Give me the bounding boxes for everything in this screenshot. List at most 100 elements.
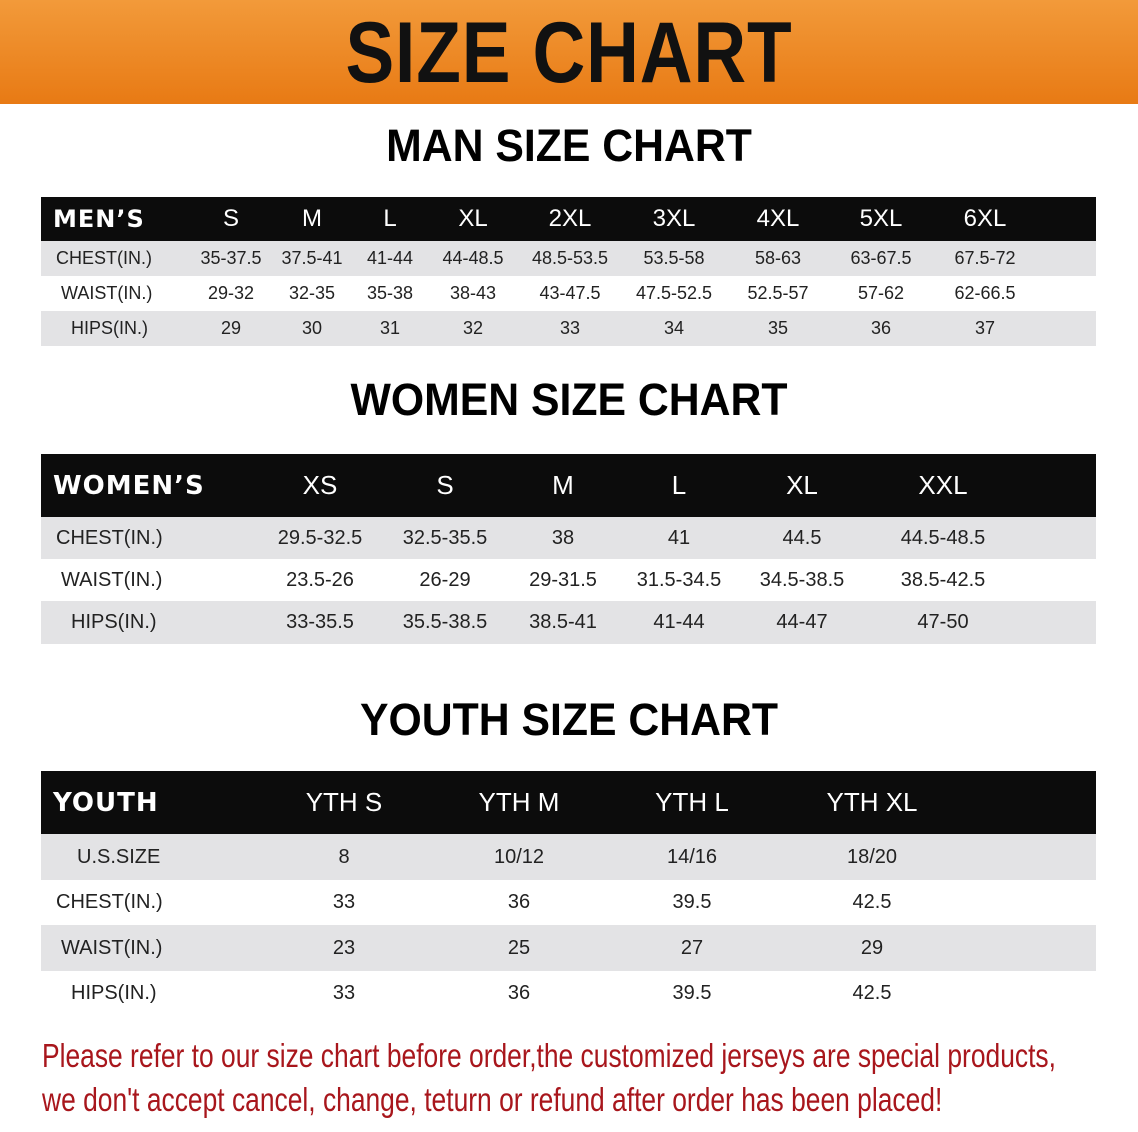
size-header-cell: M: [302, 205, 322, 232]
measurement-cell: 14/16: [666, 845, 718, 868]
measurement-cell: 44.5-48.5: [900, 526, 986, 549]
measurement-cell: 47-50: [917, 611, 969, 633]
measurement-cell: 35.5-38.5: [402, 611, 488, 633]
measurement-cell: 32: [462, 318, 484, 338]
row-label: WAIST(IN.): [61, 936, 163, 959]
measurement-cell: 35: [767, 318, 789, 338]
table-row: CHEST(IN.) 33 36 39.5 42.5: [41, 880, 1096, 925]
measurement-cell: 32-35: [288, 283, 336, 303]
measurement-cell: 18/20: [846, 845, 898, 868]
measurement-cell: 62-66.5: [954, 283, 1016, 303]
size-header-cell: XL: [458, 205, 488, 232]
men-section-title: MAN SIZE CHART: [386, 120, 752, 171]
table-row: HIPS(IN.) 29 30 31 32 33 34 35 36 37: [41, 311, 1096, 346]
measurement-cell: 23: [332, 936, 356, 959]
measurement-cell: 41: [667, 526, 691, 549]
size-header-cell: L: [383, 205, 397, 232]
banner-title: SIZE CHART: [345, 5, 793, 101]
measurement-cell: 35-38: [366, 283, 414, 303]
notice-line-1: Please refer to our size chart before or…: [42, 1037, 1056, 1074]
table-row: WAIST(IN.) 23 25 27 29: [41, 925, 1096, 971]
table-row: CHEST(IN.) 35-37.5 37.5-41 41-44 44-48.5 48.5…: [41, 241, 1096, 276]
women-section-title: WOMEN SIZE CHART: [350, 374, 788, 425]
size-header-cell: M: [552, 470, 574, 500]
measurement-cell: 29: [860, 936, 884, 959]
row-label: HIPS(IN.): [71, 318, 149, 338]
measurement-cell: 8: [338, 845, 350, 868]
table-row: HIPS(IN.) 33-35.5 35.5-38.5 38.5-41 41-44 44-…: [41, 601, 1096, 644]
measurement-cell: 44-48.5: [442, 248, 504, 268]
row-label: HIPS(IN.): [71, 982, 157, 1004]
size-header-cell: 3XL: [652, 205, 696, 232]
measurement-cell: 33-35.5: [286, 611, 354, 633]
measurement-cell: 37.5-41: [281, 248, 343, 268]
table-row: WAIST(IN.) 29-32 32-35 35-38 38-43 43-47.5 47.…: [41, 276, 1096, 311]
measurement-cell: 44.5: [782, 526, 822, 549]
size-header-cell: 4XL: [756, 205, 800, 232]
measurement-cell: 42.5: [852, 891, 892, 913]
table-title-cell: WOMEN’S: [53, 470, 205, 501]
measurement-cell: 30: [301, 318, 323, 338]
measurement-cell: 27: [680, 936, 704, 959]
measurement-cell: 41-44: [653, 611, 705, 633]
measurement-cell: 47.5-52.5: [635, 283, 713, 303]
measurement-cell: 36: [507, 891, 531, 913]
table-row: CHEST(IN.) 29.5-32.5 32.5-35.5 38 41 44.5 44.5…: [41, 517, 1096, 559]
row-label: HIPS(IN.): [71, 611, 157, 633]
row-label: CHEST(IN.): [56, 248, 152, 268]
measurement-cell: 38: [551, 526, 575, 549]
measurement-cell: 38.5-41: [529, 611, 597, 633]
measurement-cell: 23.5-26: [286, 568, 354, 591]
size-header-cell: YTH M: [478, 787, 560, 817]
measurement-cell: 33: [332, 982, 356, 1004]
banner: SIZE CHART: [0, 0, 1138, 104]
measurement-cell: 57-62: [857, 283, 905, 303]
measurement-cell: 29.5-32.5: [277, 526, 363, 549]
row-label: WAIST(IN.): [61, 283, 153, 303]
measurement-cell: 39.5: [672, 891, 712, 913]
measurement-cell: 52.5-57: [747, 283, 809, 303]
youth-header-row: YOUTH YTH S YTH M YTH L YTH XL: [41, 771, 1096, 834]
measurement-cell: 29-32: [207, 283, 255, 303]
table-row: HIPS(IN.) 33 36 39.5 42.5: [41, 971, 1096, 1016]
women-size-table: WOMEN’S XS S M L XL XXL CHEST(IN.) 29.5-32.5 32.5…: [41, 454, 1096, 644]
size-header-cell: XS: [302, 470, 338, 500]
measurement-cell: 37: [974, 318, 996, 338]
table-title-cell: MEN’S: [53, 205, 145, 233]
table-title-cell: YOUTH: [53, 787, 159, 818]
measurement-cell: 36: [870, 318, 892, 338]
measurement-cell: 32.5-35.5: [402, 526, 488, 549]
size-header-cell: S: [436, 470, 454, 500]
measurement-cell: 42.5: [852, 982, 892, 1004]
measurement-cell: 38.5-42.5: [900, 568, 986, 591]
measurement-cell: 33: [332, 891, 356, 913]
measurement-cell: 34.5-38.5: [759, 568, 845, 591]
measurement-cell: 41-44: [366, 248, 414, 268]
measurement-cell: 43-47.5: [539, 283, 601, 303]
size-header-cell: YTH S: [305, 787, 383, 817]
measurement-cell: 48.5-53.5: [531, 248, 609, 268]
measurement-cell: 29: [220, 318, 242, 338]
size-header-cell: XXL: [918, 470, 968, 500]
row-label: WAIST(IN.): [61, 568, 163, 591]
measurement-cell: 29-31.5: [529, 568, 597, 591]
measurement-cell: 35-37.5: [200, 248, 262, 268]
row-label: U.S.SIZE: [77, 845, 161, 868]
measurement-cell: 33: [559, 318, 581, 338]
size-header-cell: YTH XL: [826, 787, 918, 817]
measurement-cell: 25: [507, 936, 531, 959]
measurement-cell: 38-43: [449, 283, 497, 303]
measurement-cell: 58-63: [754, 248, 802, 268]
measurement-cell: 34: [663, 318, 685, 338]
size-header-cell: 5XL: [859, 205, 903, 232]
measurement-cell: 31.5-34.5: [636, 568, 722, 591]
measurement-cell: 63-67.5: [850, 248, 912, 268]
size-header-cell: 6XL: [963, 205, 1007, 232]
men-header-row: MEN’S S M L XL 2XL 3XL 4XL 5XL 6XL: [41, 197, 1096, 241]
size-header-cell: 2XL: [548, 205, 592, 232]
youth-size-table: YOUTH YTH S YTH M YTH L YTH XL U.S.SIZE 8 10/12…: [41, 771, 1096, 1016]
size-header-cell: S: [222, 205, 240, 232]
women-header-row: WOMEN’S XS S M L XL XXL: [41, 454, 1096, 517]
size-header-cell: L: [671, 470, 687, 500]
table-row: WAIST(IN.) 23.5-26 26-29 29-31.5 31.5-34.5 34…: [41, 559, 1096, 601]
